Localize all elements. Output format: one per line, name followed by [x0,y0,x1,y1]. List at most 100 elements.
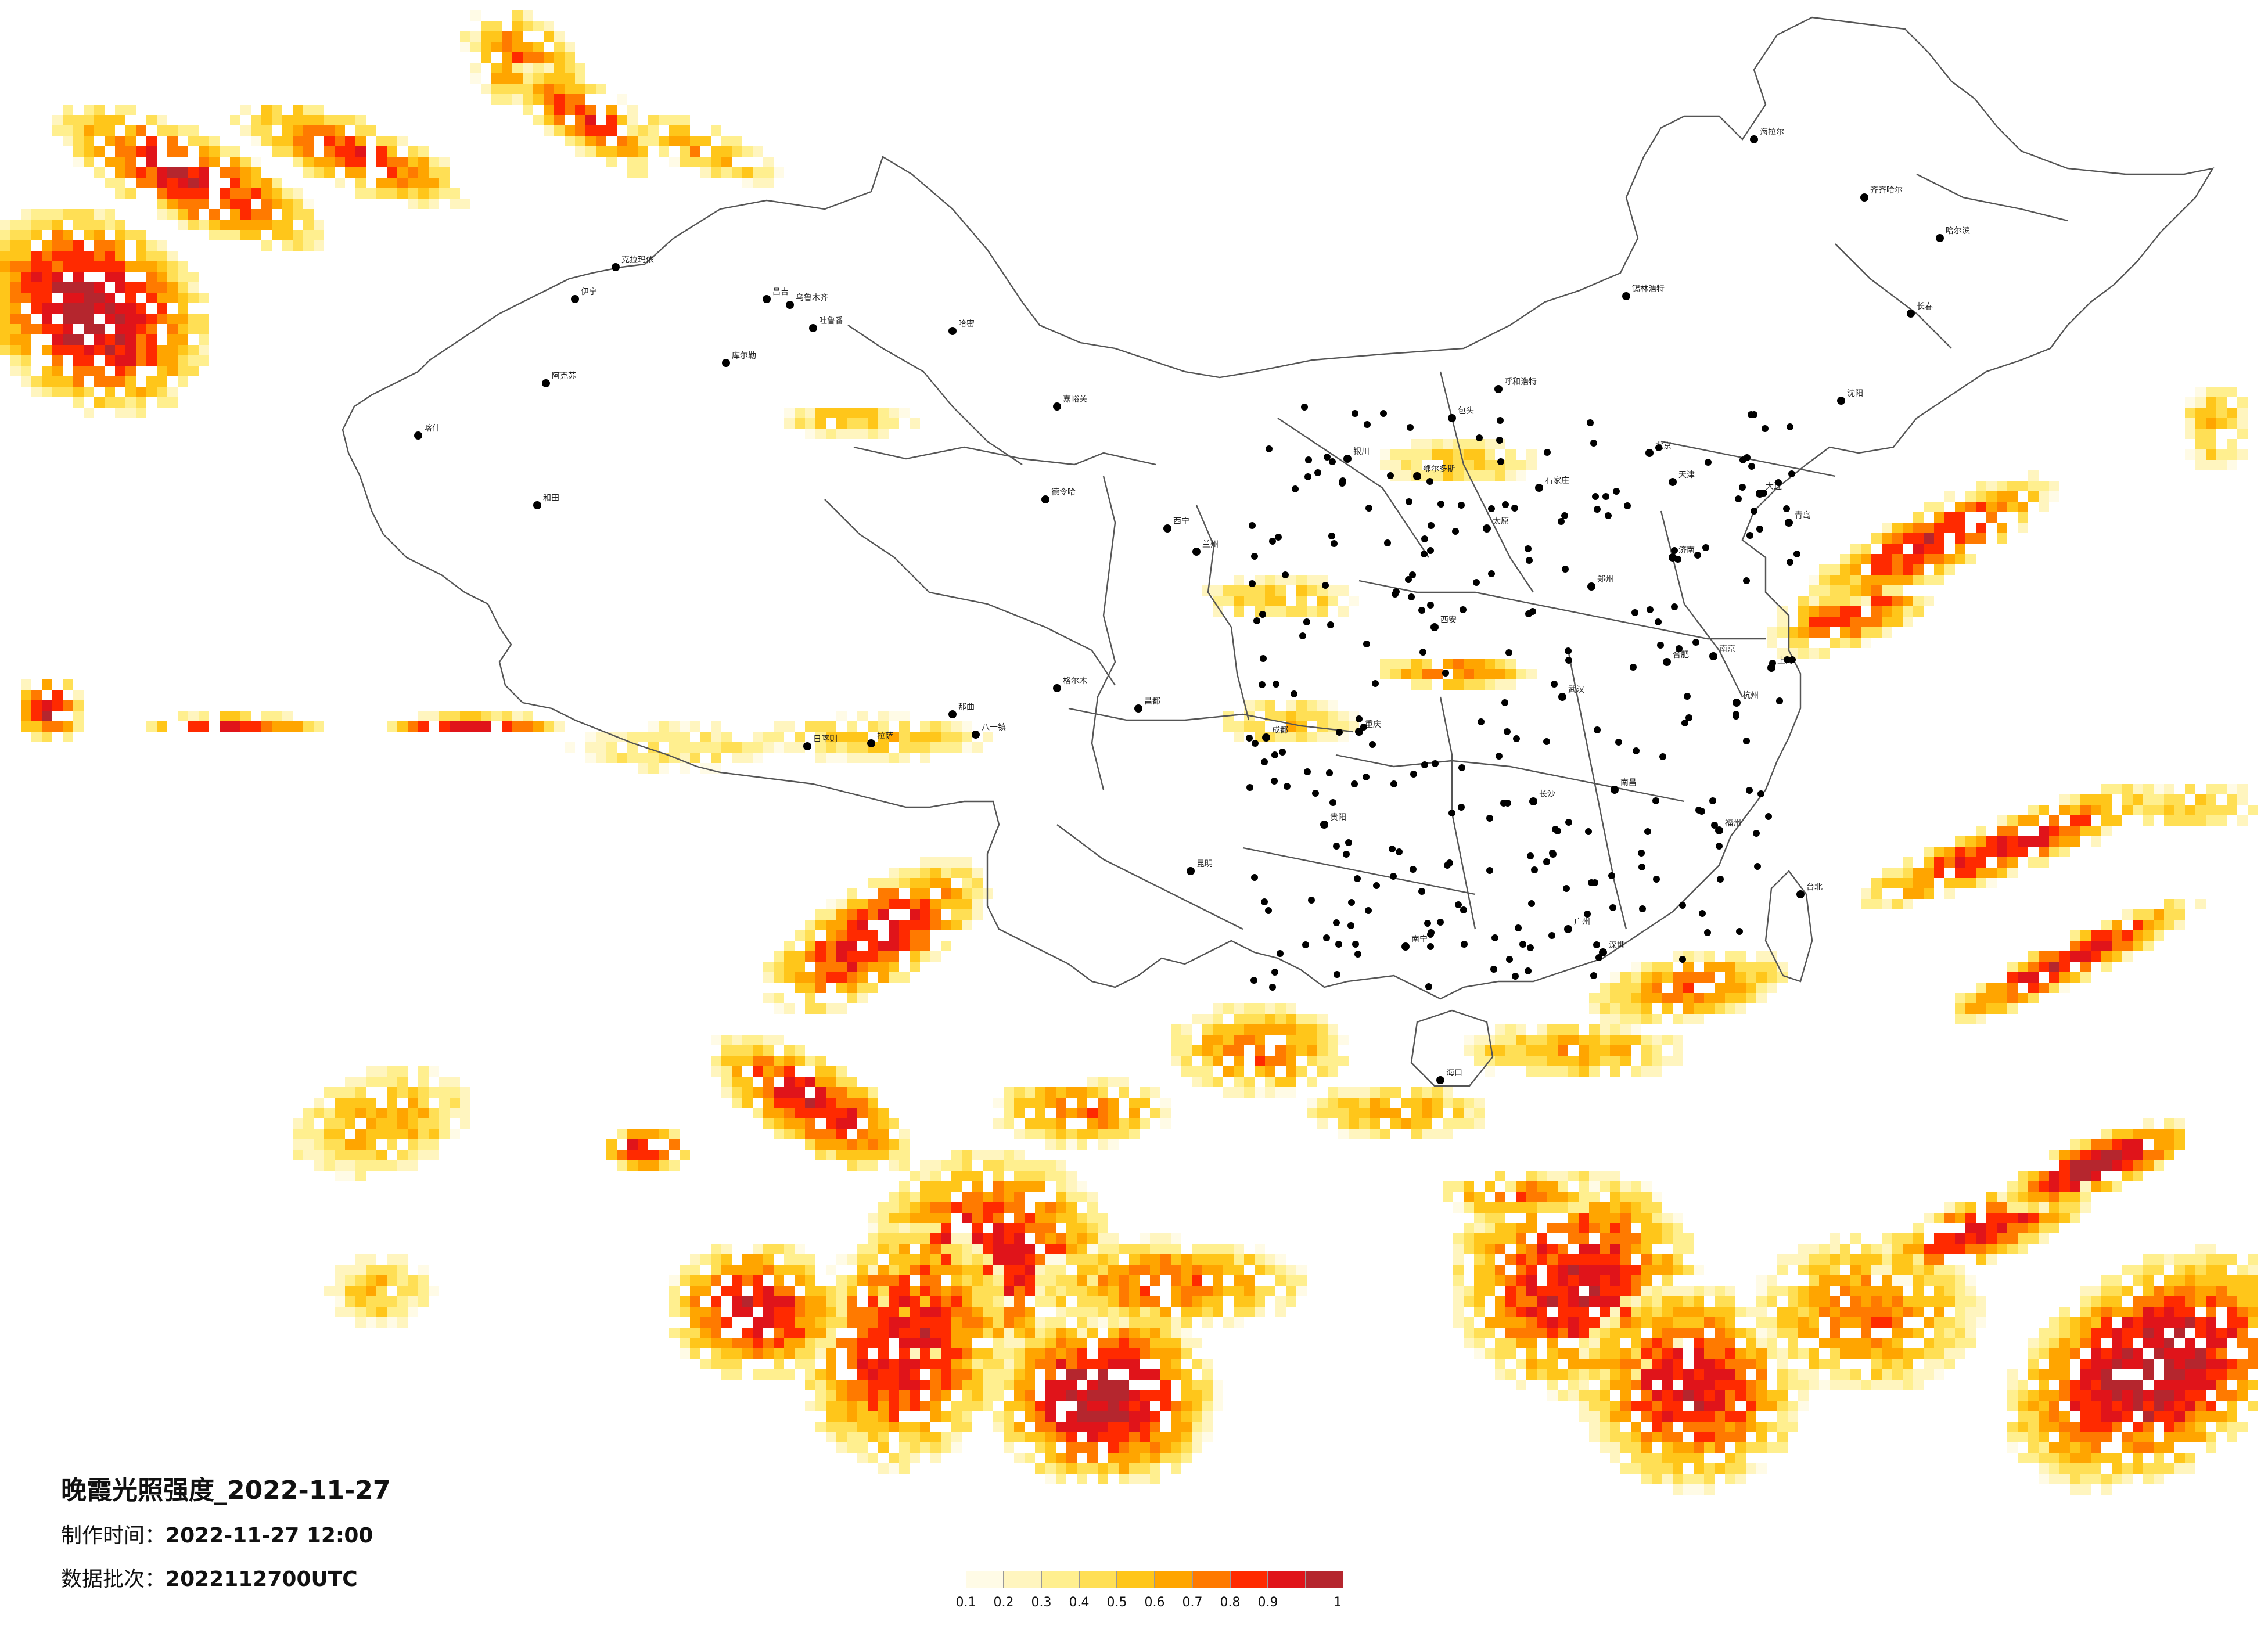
intensity-cell [1934,1265,1944,1275]
intensity-cell [1767,962,1777,972]
intensity-cell [753,1317,763,1328]
intensity-cell [439,1118,450,1129]
intensity-cell [1568,1307,1579,1317]
intensity-cell [868,1087,878,1098]
intensity-cell [125,376,136,387]
intensity-cell [669,125,680,136]
intensity-cell [805,1338,815,1348]
intensity-cell [805,1369,815,1380]
intensity-cell [1526,1265,1537,1275]
intensity-cell [1505,1328,1516,1338]
intensity-cell [2164,794,2174,805]
intensity-cell [1045,1432,1056,1442]
intensity-cell [2028,857,2039,868]
intensity-cell [1798,1265,1809,1275]
intensity-cell [335,1275,345,1286]
intensity-cell [1871,1348,1882,1359]
intensity-cell [1579,1045,1589,1056]
intensity-cell [1892,1275,1903,1286]
intensity-cell [753,1244,763,1254]
intensity-cell [2195,1401,2206,1411]
intensity-cell [1704,972,1715,983]
intensity-cell [1871,575,1882,585]
intensity-cell [230,146,240,157]
intensity-cell [1140,1442,1150,1453]
intensity-cell [868,1254,878,1265]
intensity-cell [2133,1328,2143,1338]
intensity-cell [1098,1286,1108,1296]
intensity-cell [1453,1098,1464,1108]
intensity-cell [857,1390,868,1401]
intensity-cell [805,721,815,732]
intensity-cell [2122,1171,2133,1181]
intensity-cell [408,146,418,157]
intensity-cell [2039,826,2049,836]
intensity-cell [2018,1202,2028,1213]
intensity-cell [962,721,972,732]
intensity-cell [1077,1474,1087,1484]
intensity-cell [2101,1307,2112,1317]
intensity-cell [2091,1422,2101,1432]
intensity-cell [2143,1432,2154,1442]
intensity-cell [889,1411,899,1422]
intensity-cell [1255,1307,1265,1317]
intensity-cell [951,1422,962,1432]
intensity-cell [1997,1223,2007,1233]
intensity-cell [1087,1359,1098,1369]
intensity-cell [418,167,429,178]
intensity-cell [481,711,491,721]
intensity-cell [627,136,638,146]
intensity-cell [230,209,240,220]
intensity-cell [1014,1338,1025,1348]
intensity-cell [146,167,157,178]
intensity-cell [2195,1422,2206,1432]
intensity-cell [565,136,575,146]
intensity-cell [1892,899,1903,909]
intensity-cell [408,167,418,178]
intensity-cell [1986,1233,1997,1244]
intensity-cell [2028,1369,2039,1380]
intensity-cell [63,334,73,345]
intensity-cell [1579,1411,1589,1422]
intensity-cell [397,1066,408,1077]
intensity-cell [941,1338,951,1348]
intensity-cell [951,1411,962,1422]
intensity-cell [84,230,94,240]
intensity-cell [1944,1359,1955,1369]
intensity-cell [1453,1307,1464,1317]
intensity-cell [502,31,512,42]
intensity-cell [1453,669,1464,679]
intensity-cell [1767,638,1777,648]
intensity-cell [1976,836,1986,847]
intensity-cell [439,178,450,188]
intensity-cell [920,941,930,951]
intensity-cell [1035,1432,1045,1442]
intensity-cell [1725,1003,1735,1014]
intensity-cell [1119,1317,1129,1328]
intensity-cell [1683,1411,1694,1422]
intensity-cell [230,157,240,167]
intensity-cell [1620,1056,1631,1066]
intensity-cell [2227,805,2237,815]
intensity-cell [805,1139,815,1150]
intensity-cell [565,42,575,52]
intensity-cell [1735,1307,1746,1317]
intensity-cell [1056,1275,1066,1286]
intensity-cell [376,1077,387,1087]
intensity-cell [2122,909,2133,920]
intensity-cell [2091,1328,2101,1338]
intensity-cell [1495,1202,1505,1213]
intensity-cell [1600,1422,1610,1432]
intensity-cell [2185,1359,2195,1369]
intensity-cell [1746,1359,1756,1369]
intensity-cell [376,136,387,146]
intensity-cell [397,1317,408,1328]
intensity-cell [1098,1317,1108,1328]
intensity-cell [1108,1432,1119,1442]
intensity-cell [2070,815,2080,826]
intensity-cell [1098,1474,1108,1484]
intensity-cell [1579,1390,1589,1401]
intensity-cell [753,732,763,742]
intensity-cell [1119,1411,1129,1422]
intensity-cell [94,167,105,178]
